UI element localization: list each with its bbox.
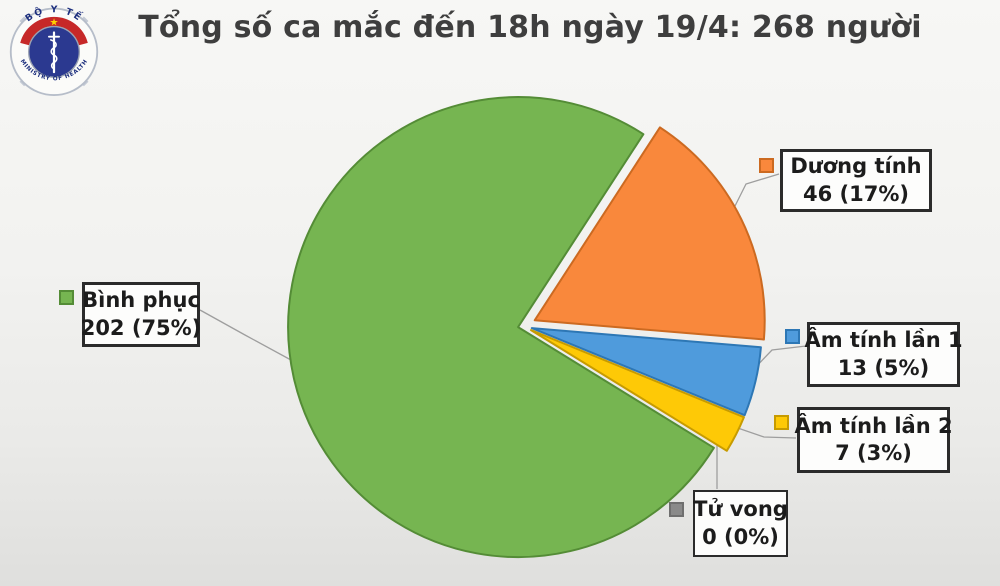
- pie-slices: [287, 96, 766, 559]
- callout-binh-phuc-label: Bình phục: [82, 288, 200, 313]
- star-icon: ★: [49, 18, 58, 29]
- callout-am-tinh-1-value: 13 (5%): [837, 355, 930, 380]
- callout-am-tinh-1: Âm tính lần 1 13 (5%): [804, 322, 963, 387]
- callout-duong-tinh-value: 46 (17%): [803, 181, 909, 206]
- callout-am-tinh-1-label: Âm tính lần 1: [804, 328, 963, 353]
- chart-title: Tổng số ca mắc đến 18h ngày 19/4: 268 ng…: [138, 10, 922, 45]
- ministry-of-health-logo: ★ BỘ Y TẾ MINISTRY OF HEALTH: [9, 4, 99, 96]
- callout-tu-vong: Tử vong 0 (0%): [693, 490, 788, 557]
- legend-marker-am-tinh-2: [774, 415, 789, 430]
- pie-slice-0: [533, 126, 766, 341]
- legend-marker-binh-phuc: [59, 290, 74, 305]
- pie-slice-2: [530, 329, 745, 452]
- legend-marker-am-tinh-1: [785, 329, 800, 344]
- callout-am-tinh-2-label: Âm tính lần 2: [794, 413, 953, 438]
- callout-binh-phuc: Bình phục 202 (75%): [80, 282, 202, 347]
- leader-line-am-tinh-2: [728, 424, 797, 439]
- callout-am-tinh-2: Âm tính lần 2 7 (3%): [794, 407, 953, 473]
- callout-duong-tinh-label: Dương tính: [790, 154, 922, 179]
- callout-duong-tinh: Dương tính 46 (17%): [780, 149, 932, 212]
- emblem-red-band: [20, 16, 88, 46]
- callout-binh-phuc-value: 202 (75%): [80, 315, 202, 340]
- callout-tu-vong-value: 0 (0%): [702, 524, 779, 549]
- pie-slice-4: [287, 96, 715, 559]
- rod-of-asclepius-icon: [48, 31, 60, 74]
- leader-line-binh-phuc: [199, 309, 303, 367]
- legend-marker-tu-vong: [669, 502, 684, 517]
- callout-tu-vong-label: Tử vong: [693, 497, 788, 522]
- legend-marker-duong-tinh: [759, 158, 774, 173]
- pie-slice-1: [530, 327, 762, 417]
- callout-am-tinh-2-value: 7 (3%): [835, 441, 912, 465]
